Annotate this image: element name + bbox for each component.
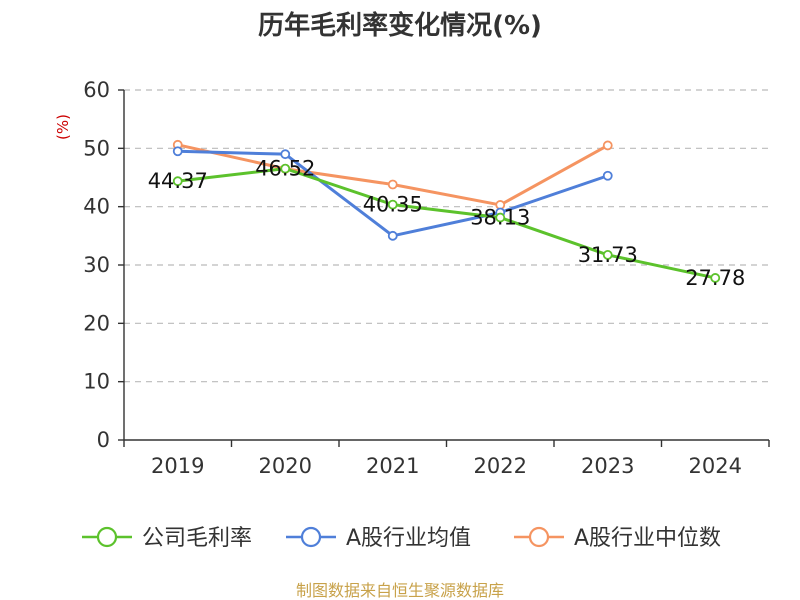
legend-label-0: 公司毛利率	[142, 526, 252, 551]
data-point-0	[172, 176, 183, 187]
data-point-1	[280, 149, 291, 160]
data-point-0	[280, 163, 291, 174]
data-point-0	[495, 212, 506, 223]
legend-marker-1	[300, 526, 322, 548]
legend-marker-2	[528, 526, 550, 548]
x-tick-label: 2022	[474, 454, 527, 478]
data-label: 27.78	[685, 266, 745, 290]
data-labels: 44.37 46.52 40.35 38.13 31.73 27.78	[148, 157, 746, 290]
data-point-0	[387, 199, 398, 210]
data-label: 40.35	[363, 193, 423, 217]
grid-lines	[124, 89, 769, 383]
x-tick-label: 2024	[689, 454, 742, 478]
y-tick-label: 50	[83, 136, 110, 160]
x-tick-label: 2023	[581, 454, 634, 478]
series-lines	[172, 139, 721, 283]
data-point-1	[172, 146, 183, 157]
axes: 0 10 20 30 40 50 60 2019 2020 2021 2022 2023 2024	[83, 78, 770, 478]
x-tick-label: 2019	[151, 454, 204, 478]
data-point-1	[387, 230, 398, 241]
chart-title: 历年毛利率变化情况(%)	[258, 10, 542, 41]
y-tick-label: 0	[97, 428, 110, 452]
data-point-1	[602, 170, 613, 181]
y-tick-label: 10	[83, 370, 110, 394]
x-tick-label: 2020	[259, 454, 312, 478]
legend-label-2: A股行业中位数	[574, 526, 721, 551]
data-label: 31.73	[578, 243, 638, 267]
y-tick-label: 30	[83, 253, 110, 277]
series-line-0	[177, 167, 716, 280]
data-label: 46.52	[255, 157, 315, 181]
data-point-0	[602, 250, 613, 260]
x-tick-label: 2021	[366, 454, 419, 478]
y-axis-label: (%)	[54, 114, 72, 140]
legend-marker-0	[96, 526, 118, 548]
legend-label-1: A股行业均值	[346, 526, 471, 551]
y-tick-label: 40	[83, 195, 110, 219]
source-note: 制图数据来自恒生聚源数据库	[296, 581, 504, 600]
y-tick-label: 60	[83, 78, 110, 102]
data-label: 44.37	[148, 169, 208, 193]
data-point-0	[710, 273, 721, 283]
legend: 公司毛利率 A股行业均值 A股行业中位数	[82, 526, 721, 551]
y-tick-label: 20	[83, 311, 110, 335]
data-label: 38.13	[470, 206, 530, 230]
data-point-2	[387, 179, 398, 190]
data-point-2	[602, 140, 613, 151]
